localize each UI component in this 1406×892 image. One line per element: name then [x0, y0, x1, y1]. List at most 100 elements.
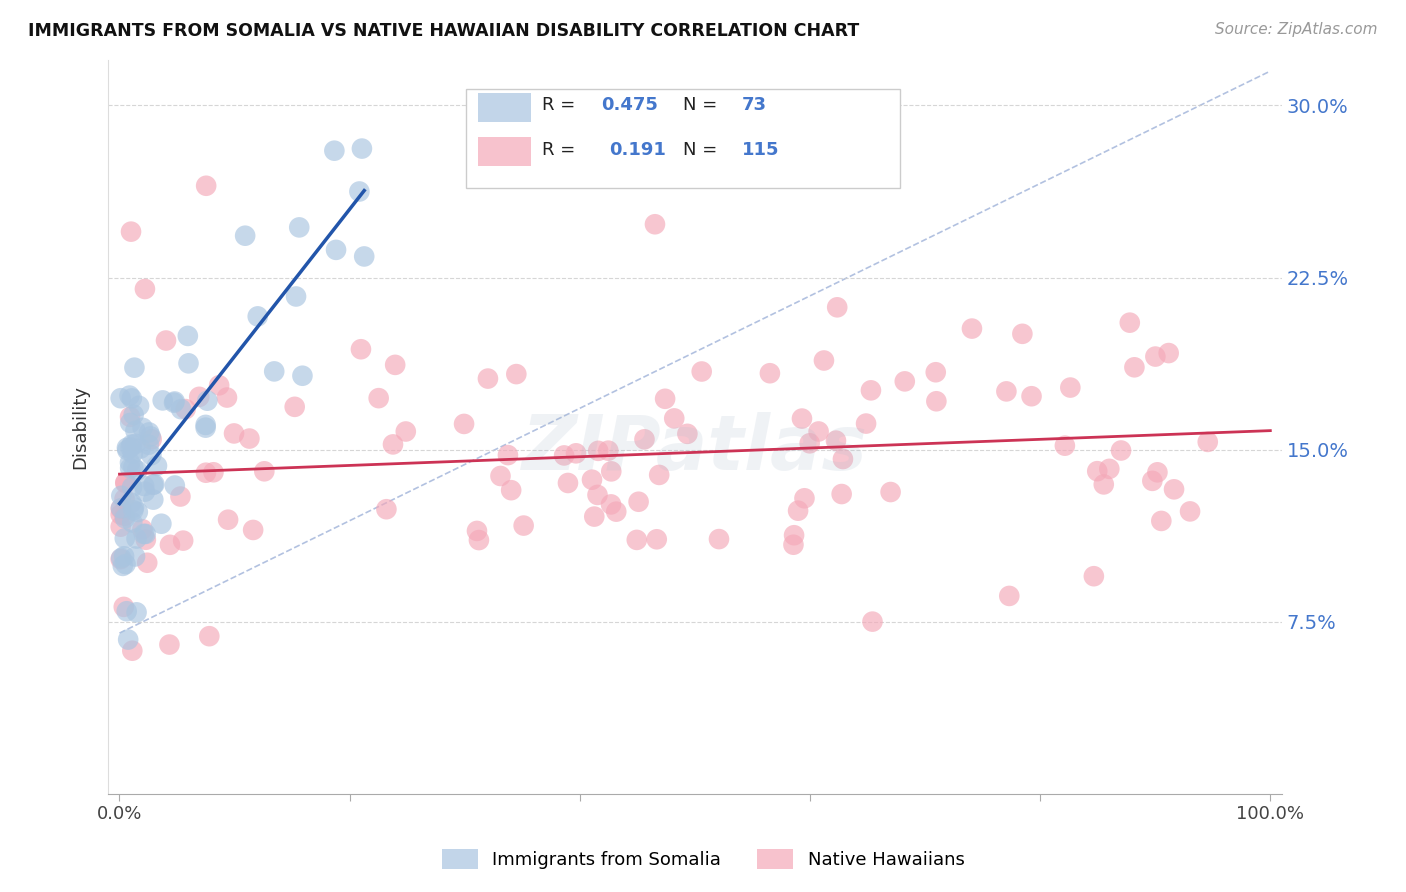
Point: [121, 480, 143, 494]
Point: [605, 505, 627, 519]
Point: [586, 488, 609, 502]
Point: [1021, 389, 1043, 403]
Point: [117, 632, 139, 647]
Point: [198, 629, 221, 643]
Point: [120, 461, 142, 475]
Point: [557, 475, 579, 490]
Point: [998, 589, 1021, 603]
Point: [118, 409, 141, 424]
Point: [862, 615, 884, 629]
Point: [505, 367, 527, 381]
Point: [375, 502, 398, 516]
Point: [782, 538, 804, 552]
Point: [150, 516, 173, 531]
Point: [384, 358, 406, 372]
Point: [664, 411, 686, 425]
Point: [114, 511, 136, 525]
Point: [626, 533, 648, 547]
Point: [233, 228, 256, 243]
Point: [995, 384, 1018, 399]
Point: [114, 508, 136, 523]
Point: [600, 464, 623, 478]
Point: [138, 438, 160, 452]
Y-axis label: Disability: Disability: [72, 384, 89, 468]
Text: R =: R =: [543, 96, 581, 114]
Point: [127, 464, 149, 478]
Point: [325, 243, 347, 257]
Point: [129, 442, 152, 456]
Text: 0.475: 0.475: [600, 96, 658, 114]
Point: [122, 408, 145, 422]
Point: [690, 364, 713, 378]
Point: [124, 437, 146, 451]
Point: [453, 417, 475, 431]
Point: [813, 353, 835, 368]
Point: [395, 425, 418, 439]
Point: [350, 343, 373, 357]
Point: [120, 225, 142, 239]
Point: [120, 441, 142, 455]
Text: N =: N =: [683, 96, 723, 114]
Point: [879, 485, 901, 500]
Point: [177, 356, 200, 370]
Point: [350, 142, 373, 156]
Point: [600, 497, 623, 511]
Text: ZIPatlas: ZIPatlas: [522, 412, 868, 485]
Point: [142, 492, 165, 507]
Text: Source: ZipAtlas.com: Source: ZipAtlas.com: [1215, 22, 1378, 37]
Point: [110, 519, 132, 533]
Point: [120, 496, 142, 510]
Point: [644, 217, 666, 231]
Point: [122, 460, 145, 475]
Point: [177, 329, 200, 343]
Text: R =: R =: [543, 141, 588, 159]
Point: [1098, 462, 1121, 476]
Point: [112, 549, 135, 564]
Point: [1150, 514, 1173, 528]
Point: [1059, 380, 1081, 394]
Point: [323, 144, 346, 158]
Point: [238, 432, 260, 446]
Point: [832, 452, 855, 467]
Point: [501, 483, 523, 498]
Point: [465, 524, 488, 538]
Point: [1146, 465, 1168, 479]
Point: [1163, 483, 1185, 497]
Bar: [478, 93, 530, 122]
Point: [581, 473, 603, 487]
Point: [222, 426, 245, 441]
Point: [114, 476, 136, 491]
Point: [793, 491, 815, 506]
FancyBboxPatch shape: [465, 89, 900, 188]
Point: [1197, 434, 1219, 449]
Point: [1109, 443, 1132, 458]
Point: [825, 301, 848, 315]
Point: [1083, 569, 1105, 583]
Point: [242, 523, 264, 537]
Point: [169, 490, 191, 504]
Point: [172, 533, 194, 548]
Point: [1142, 474, 1164, 488]
Point: [1123, 360, 1146, 375]
Point: [925, 394, 948, 409]
Point: [382, 437, 405, 451]
Point: [855, 417, 877, 431]
Point: [859, 384, 882, 398]
Point: [925, 365, 948, 379]
Point: [194, 466, 217, 480]
Point: [121, 437, 143, 451]
Point: [139, 429, 162, 443]
Point: [353, 250, 375, 264]
Point: [553, 449, 575, 463]
Point: [208, 378, 231, 392]
Point: [831, 487, 853, 501]
Point: [291, 368, 314, 383]
Point: [512, 518, 534, 533]
Point: [188, 390, 211, 404]
Point: [195, 178, 218, 193]
Point: [894, 375, 917, 389]
Point: [121, 516, 143, 530]
Point: [194, 417, 217, 432]
Point: [349, 185, 371, 199]
Point: [134, 479, 156, 493]
